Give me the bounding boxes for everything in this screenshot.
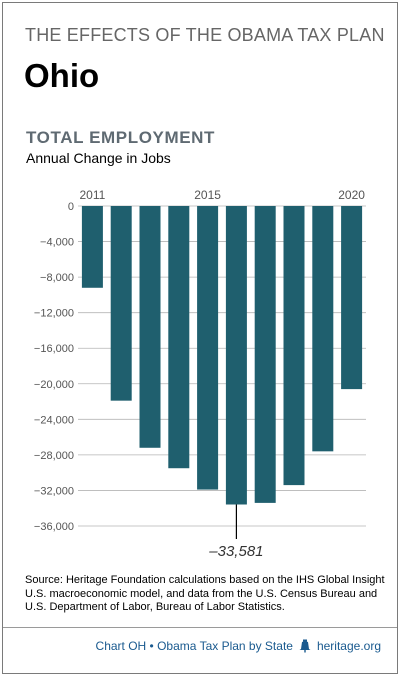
source-label: Source: (25, 574, 63, 586)
bar (197, 206, 219, 490)
bar (168, 206, 190, 469)
chart-title: TOTAL EMPLOYMENT (26, 128, 216, 147)
liberty-bell-icon (299, 639, 311, 653)
bar (254, 206, 276, 503)
source-note: Source: Heritage Foundation calculations… (25, 574, 385, 615)
bar (139, 206, 161, 448)
x-tick-label: 2015 (194, 188, 221, 202)
bar (225, 206, 247, 505)
y-tick-label: −36,000 (34, 521, 74, 533)
bar (81, 206, 103, 288)
state-title: Ohio (24, 57, 100, 94)
bar (110, 206, 132, 401)
chart-subtitle: Annual Change in Jobs (26, 150, 171, 166)
source-text: Heritage Foundation calculations based o… (25, 574, 385, 613)
y-tick-label: −28,000 (34, 450, 74, 462)
x-tick-label: 2011 (79, 188, 105, 202)
chart-id: Chart OH • Obama Tax Plan by State (95, 639, 293, 653)
site-link[interactable]: heritage.org (316, 639, 381, 653)
y-tick-label: −4,000 (40, 237, 74, 249)
bar (312, 206, 334, 452)
y-tick-label: −24,000 (34, 414, 74, 426)
report-title: THE EFFECTS OF THE OBAMA TAX PLAN (25, 25, 385, 45)
y-tick-label: −8,000 (40, 272, 74, 284)
y-tick-label: −20,000 (34, 379, 74, 391)
annotation-label: –33,581 (208, 543, 263, 560)
y-tick-label: −32,000 (34, 485, 74, 497)
bar-chart: 0 −4,000 −8,000 −12,000 −16,000 −20,000 −24,00… (34, 188, 366, 560)
y-tick-label: −12,000 (34, 308, 74, 320)
bar (283, 206, 305, 486)
footer: Chart OH • Obama Tax Plan by State herit… (96, 639, 381, 653)
y-tick-label: −16,000 (34, 343, 74, 355)
footer-divider (3, 627, 397, 628)
x-tick-label: 2020 (338, 188, 365, 202)
y-tick-label: 0 (68, 201, 74, 213)
bar (341, 206, 363, 390)
